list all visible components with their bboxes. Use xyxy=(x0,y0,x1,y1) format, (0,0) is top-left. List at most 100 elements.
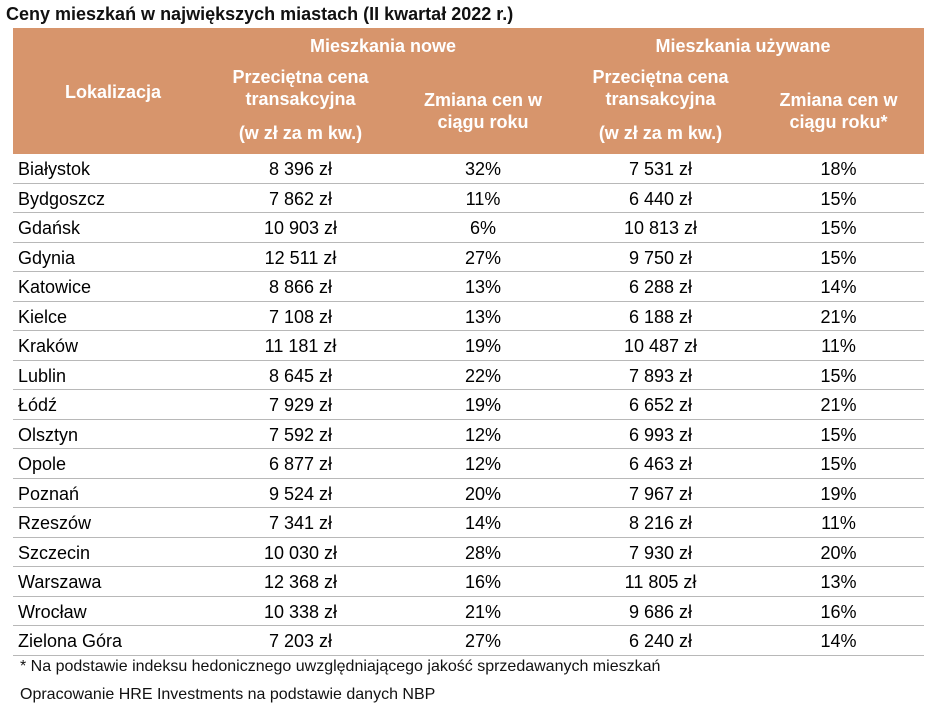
cell-change-used: 11% xyxy=(821,513,856,533)
cell-change-used: 13% xyxy=(820,572,857,592)
cell-city: Szczecin xyxy=(18,542,91,563)
cell-price-used: 6 188 zł xyxy=(628,306,693,327)
cell-change-used: 15% xyxy=(820,365,857,386)
cell-change-new: 11% xyxy=(465,188,501,209)
cell-city: Zielona Góra xyxy=(18,631,123,651)
cell-change-new: 20% xyxy=(464,483,502,504)
cell-city: Lublin xyxy=(18,365,67,386)
cell-change-new: 12% xyxy=(464,424,502,445)
table-row: Szczecin 10 030 zł 28% 7 930 zł 20% xyxy=(13,538,924,567)
cell-city: Warszawa xyxy=(18,572,102,592)
table-row: Opole 6 877 zł 12% 6 463 zł 15% xyxy=(13,449,924,479)
table-header: Mieszkania nowe Mieszkania używane Lokal… xyxy=(13,28,924,154)
column-header-change-new: Zmiana cen w ciągu roku xyxy=(423,90,543,132)
cell-price-used: 7 893 zł xyxy=(628,365,693,386)
column-header-unit-used: (w zł za m kw.) xyxy=(598,123,723,143)
cell-price-used: 6 288 zł xyxy=(628,277,693,297)
cell-price-used: 9 750 zł xyxy=(628,247,693,268)
group-header-used: Mieszkania używane xyxy=(655,36,831,56)
cell-price-new: 7 592 zł xyxy=(268,424,333,445)
column-header-change-used: Zmiana cen w ciągu roku* xyxy=(779,90,898,132)
cell-price-new: 7 203 zł xyxy=(268,631,333,651)
cell-change-new: 27% xyxy=(464,247,502,268)
cell-price-used: 7 967 zł xyxy=(628,483,693,504)
table-row: Bydgoszcz 7 862 zł 11% 6 440 zł 15% xyxy=(13,184,924,213)
cell-city: Gdynia xyxy=(18,247,76,268)
table-row: Olsztyn 7 592 zł 12% 6 993 zł 15% xyxy=(13,420,924,449)
page-title: Ceny mieszkań w największych miastach (I… xyxy=(6,4,514,24)
cell-price-new: 7 108 zł xyxy=(268,306,333,327)
group-header-new: Mieszkania nowe xyxy=(309,36,457,56)
cell-city: Opole xyxy=(18,454,67,474)
cell-price-new: 8 645 zł xyxy=(268,365,333,386)
cell-change-new: 19% xyxy=(464,336,502,356)
cell-change-new: 6% xyxy=(469,218,496,238)
table-body: Białystok 8 396 zł 32% 7 531 zł 18% Bydgoszcz… xyxy=(13,154,924,656)
cell-change-new: 32% xyxy=(464,159,502,179)
column-header-location: Lokalizacja xyxy=(64,82,162,102)
cell-change-used: 18% xyxy=(820,159,857,179)
cell-price-used: 7 930 zł xyxy=(628,542,693,563)
column-header-price-new: Przeciętna cena transakcyjna xyxy=(232,67,369,109)
table-row: Zielona Góra 7 203 zł 27% 6 240 zł 14% xyxy=(13,626,924,656)
column-header-unit-new: (w zł za m kw.) xyxy=(238,123,363,143)
cell-change-used: 11% xyxy=(821,336,856,356)
cell-change-used: 15% xyxy=(820,188,857,209)
table-row: Białystok 8 396 zł 32% 7 531 zł 18% xyxy=(13,154,924,184)
cell-price-used: 9 686 zł xyxy=(628,601,693,622)
cell-price-new: 12 368 zł xyxy=(263,572,338,592)
table-row: Poznań 9 524 zł 20% 7 967 zł 19% xyxy=(13,479,924,508)
cell-city: Katowice xyxy=(18,277,92,297)
cell-city: Wrocław xyxy=(18,601,87,622)
cell-change-new: 12% xyxy=(464,454,502,474)
cell-price-new: 7 862 zł xyxy=(268,188,333,209)
column-header-price-used: Przeciętna cena transakcyjna xyxy=(592,67,729,109)
cell-change-used: 19% xyxy=(820,483,857,504)
cell-city: Białystok xyxy=(18,159,91,179)
table-row: Gdańsk 10 903 zł 6% 10 813 zł 15% xyxy=(13,213,924,243)
table-row: Łódź 7 929 zł 19% 6 652 zł 21% xyxy=(13,390,924,420)
cell-change-new: 21% xyxy=(464,601,502,622)
cell-price-used: 8 216 zł xyxy=(628,513,693,533)
cell-change-used: 15% xyxy=(820,247,857,268)
cell-price-used: 6 440 zł xyxy=(628,188,693,209)
cell-price-new: 12 511 zł xyxy=(264,247,337,268)
cell-price-used: 6 240 zł xyxy=(628,631,693,651)
cell-change-new: 27% xyxy=(464,631,502,651)
cell-city: Gdańsk xyxy=(18,218,81,238)
source-note: Opracowanie HRE Investments na podstawie… xyxy=(20,686,436,703)
cell-price-used: 11 805 zł xyxy=(624,572,697,592)
cell-price-new: 10 903 zł xyxy=(263,218,338,238)
table-row: Kraków 11 181 zł 19% 10 487 zł 11% xyxy=(13,331,924,361)
cell-price-used: 10 487 zł xyxy=(623,336,698,356)
table-row: Wrocław 10 338 zł 21% 9 686 zł 16% xyxy=(13,597,924,626)
cell-price-new: 8 866 zł xyxy=(268,277,333,297)
cell-change-used: 15% xyxy=(820,424,857,445)
cell-price-new: 10 338 zł xyxy=(263,601,338,622)
cell-price-used: 6 463 zł xyxy=(628,454,693,474)
cell-change-used: 16% xyxy=(820,601,857,622)
cell-change-new: 16% xyxy=(464,572,502,592)
table-row: Rzeszów 7 341 zł 14% 8 216 zł 11% xyxy=(13,508,924,538)
cell-city: Kielce xyxy=(18,306,68,327)
cell-city: Bydgoszcz xyxy=(18,188,106,209)
cell-change-new: 28% xyxy=(464,542,502,563)
cell-change-new: 19% xyxy=(464,395,502,415)
cell-price-new: 6 877 zł xyxy=(268,454,333,474)
cell-price-new: 9 524 zł xyxy=(268,483,333,504)
table-row: Katowice 8 866 zł 13% 6 288 zł 14% xyxy=(13,272,924,302)
cell-change-used: 15% xyxy=(820,218,857,238)
cell-city: Rzeszów xyxy=(18,513,92,533)
cell-price-used: 6 993 zł xyxy=(628,424,693,445)
table-row: Lublin 8 645 zł 22% 7 893 zł 15% xyxy=(13,361,924,390)
cell-city: Olsztyn xyxy=(18,424,79,445)
footnote: * Na podstawie indeksu hedonicznego uwzg… xyxy=(20,658,661,675)
cell-change-new: 14% xyxy=(464,513,502,533)
cell-price-new: 10 030 zł xyxy=(263,542,338,563)
cell-change-used: 14% xyxy=(820,631,857,651)
cell-price-new: 7 929 zł xyxy=(268,395,333,415)
cell-price-new: 7 341 zł xyxy=(268,513,333,533)
cell-price-used: 7 531 zł xyxy=(628,159,693,179)
cell-city: Poznań xyxy=(18,483,80,504)
